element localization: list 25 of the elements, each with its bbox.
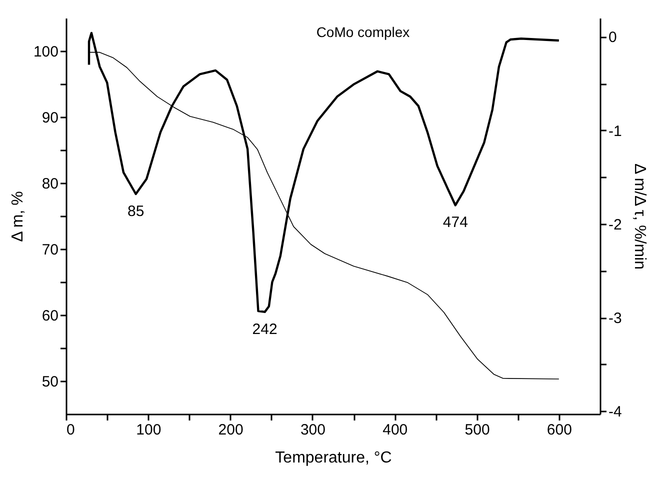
x-tick-label: 400 bbox=[382, 422, 408, 438]
y-tick-label: 70 bbox=[42, 242, 58, 258]
x-tick-label: 100 bbox=[136, 422, 162, 438]
x-tick-label: 200 bbox=[218, 422, 244, 438]
y-tick-label: 90 bbox=[42, 110, 58, 126]
y2-tick-label: -1 bbox=[608, 122, 622, 140]
x-tick-label: 500 bbox=[464, 422, 490, 438]
x-axis-title: Temperature, °C bbox=[275, 450, 392, 466]
y-axis-title: Δ m, % bbox=[9, 191, 26, 242]
annotation: 474 bbox=[442, 214, 468, 232]
y2-tick-label: 0 bbox=[608, 29, 617, 46]
x-tick-label: 300 bbox=[300, 422, 326, 438]
y2-tick-label: -3 bbox=[608, 310, 622, 328]
y-tick-label: 80 bbox=[42, 176, 58, 192]
y2-tick-label: -4 bbox=[608, 404, 622, 421]
y-tick-label: 100 bbox=[33, 44, 58, 60]
y-tick-label: 60 bbox=[42, 308, 58, 324]
y2-axis-title: Δ m/Δ τ, %/min bbox=[630, 164, 648, 270]
x-tick-label: 600 bbox=[546, 422, 572, 438]
y2-tick-label: -2 bbox=[608, 216, 622, 234]
x-tick-label: 0 bbox=[66, 422, 75, 438]
annotation: 242 bbox=[252, 320, 278, 338]
annotation: 85 bbox=[127, 203, 144, 220]
chart-title: CoMo complex bbox=[316, 24, 410, 40]
y-tick-label: 50 bbox=[42, 374, 58, 390]
